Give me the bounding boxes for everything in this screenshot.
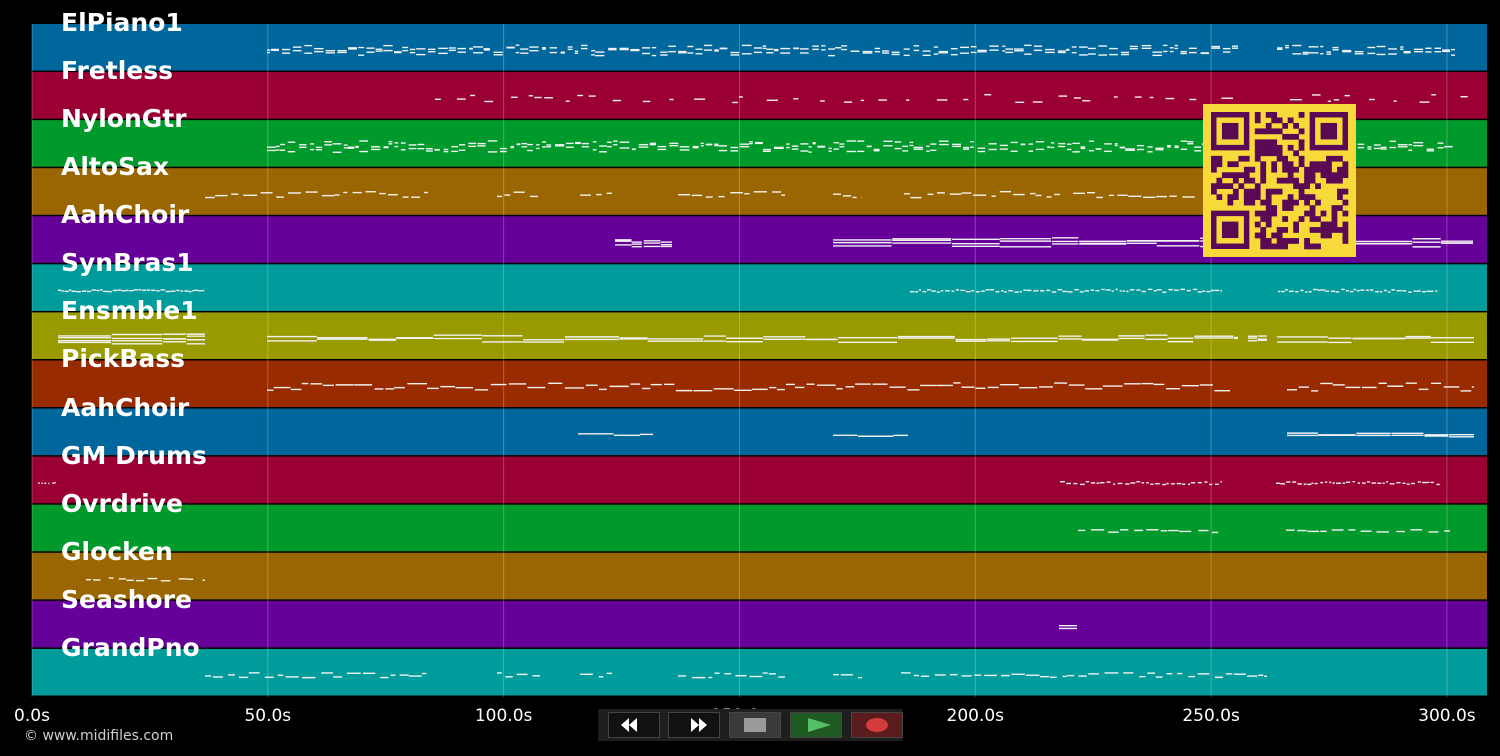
track-lane-12[interactable] [32,552,1487,600]
rewind-icon [621,718,637,732]
fast-forward-icon [691,718,707,732]
play-icon [808,718,831,732]
record-icon [866,718,888,732]
rewind-button[interactable] [608,712,660,738]
track-lane-8[interactable] [32,360,1487,408]
track-lane-9[interactable] [32,408,1487,456]
track-lane-14[interactable] [32,648,1487,696]
copyright-text: © www.midifiles.com [24,728,174,744]
record-button[interactable] [851,712,903,738]
track-lane-7[interactable] [32,312,1487,359]
transport-controls [598,709,903,741]
track-lane-6[interactable] [32,264,1487,311]
stop-button[interactable] [729,712,781,738]
track-lane-10[interactable] [32,456,1487,504]
fast-forward-button[interactable] [668,712,720,738]
qr-code [1203,104,1356,257]
track-lane-11[interactable] [32,504,1487,552]
track-lane-13[interactable] [32,600,1487,648]
play-button[interactable] [790,712,842,738]
stop-icon [744,718,766,732]
